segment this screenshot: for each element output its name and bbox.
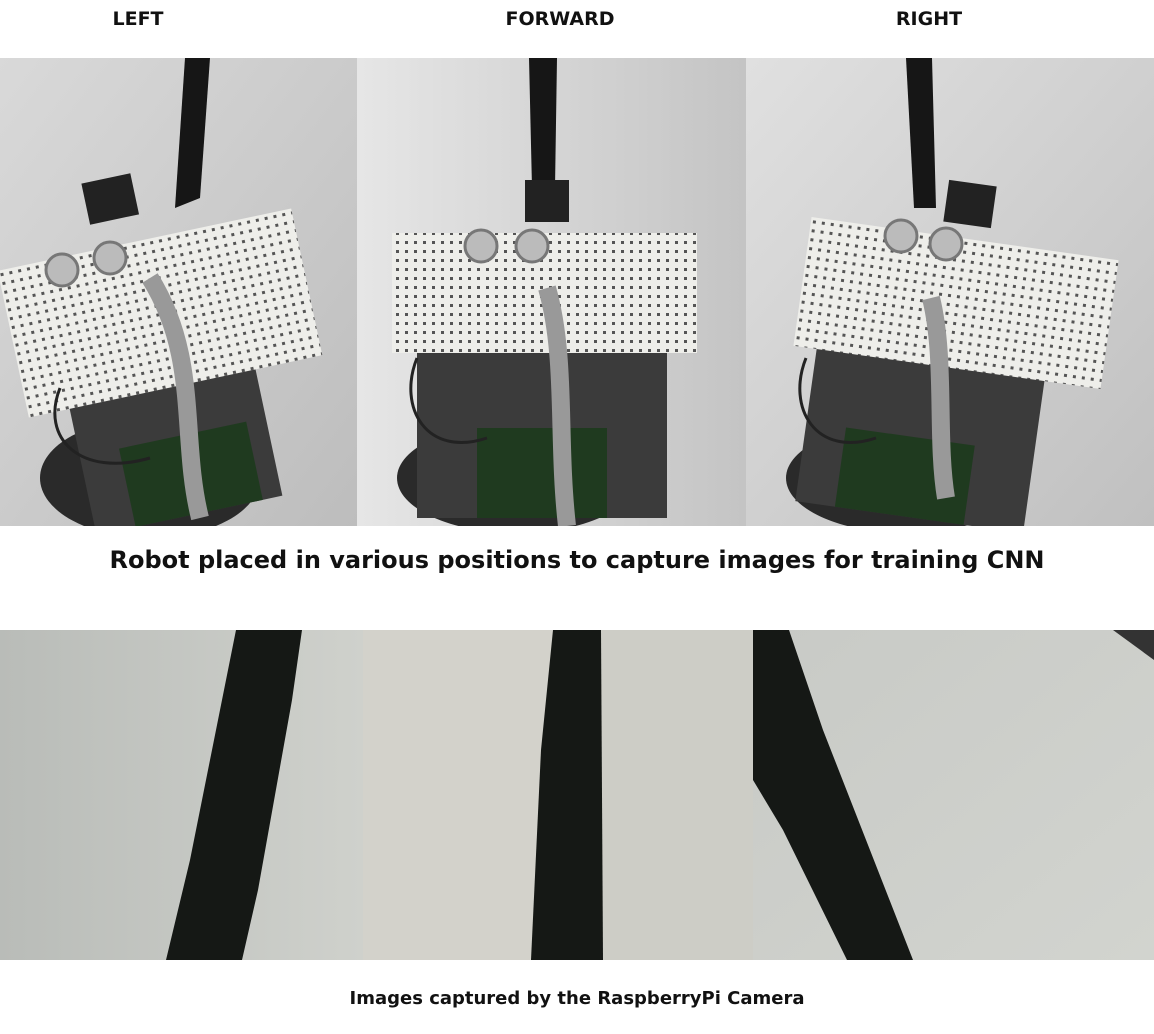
column-label-forward: FORWARD bbox=[505, 8, 615, 30]
robot-photo-left bbox=[0, 58, 357, 526]
camera-photo-right bbox=[753, 630, 1154, 960]
robot-photos-caption: Robot placed in various positions to cap… bbox=[109, 546, 1045, 574]
camera-photo-forward bbox=[363, 630, 753, 960]
robot-photo-right bbox=[746, 58, 1154, 526]
camera-photo-left bbox=[0, 630, 363, 960]
camera-photos-caption: Images captured by the RaspberryPi Camer… bbox=[349, 988, 805, 1009]
column-label-right: RIGHT bbox=[895, 8, 963, 30]
robot-photo-forward bbox=[357, 58, 746, 526]
column-label-left: LEFT bbox=[112, 8, 164, 30]
